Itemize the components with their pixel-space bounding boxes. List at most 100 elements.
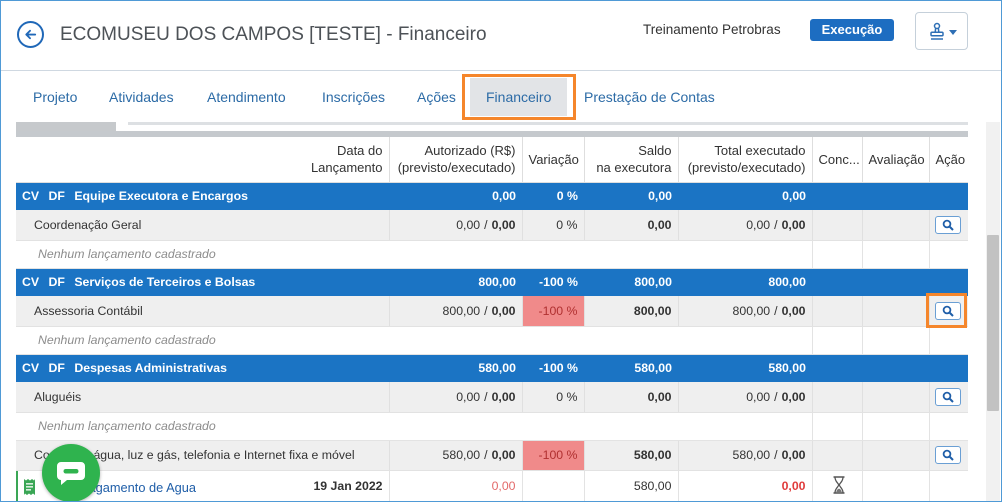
header-authorized: Autorizado (R$) (previsto/executado) xyxy=(389,137,523,183)
group-total: 580,00 xyxy=(678,354,812,382)
item-total: 0,00/0,00 xyxy=(678,382,813,413)
group-label-cell: CV DF Serviços de Terceiros e Bolsas xyxy=(16,268,389,296)
receipt-icon xyxy=(24,478,35,495)
item-name: Assessoria Contábil xyxy=(16,296,390,327)
group-authorized: 800,00 xyxy=(389,268,522,296)
group-evaluation xyxy=(862,182,929,210)
group-evaluation xyxy=(862,268,929,296)
header-total-line2: (previsto/executado) xyxy=(687,160,806,176)
header-authorized-line2: (previsto/executado) xyxy=(397,160,516,176)
header-evaluation: Avaliação xyxy=(862,137,930,183)
tab-atendimento[interactable]: Atendimento xyxy=(207,89,286,105)
search-button[interactable] xyxy=(934,301,961,320)
total-executed: 0,00 xyxy=(781,217,806,232)
chat-bubble-icon xyxy=(57,462,85,485)
tab-highlight-outline xyxy=(462,74,576,120)
item-evaluation xyxy=(862,382,930,413)
value-separator: / xyxy=(484,217,488,232)
back-button[interactable] xyxy=(17,21,44,48)
item-total: 800,00/0,00 xyxy=(678,296,813,327)
item-action xyxy=(929,296,968,327)
header-balance: Saldo na executora xyxy=(584,137,679,183)
item-row: Coordenação Geral 0,00/0,00 0 % 0,00 0,0… xyxy=(16,210,968,241)
item-action xyxy=(929,440,968,471)
search-icon xyxy=(942,219,954,231)
chat-widget-button[interactable] xyxy=(42,444,100,502)
tab-atividades[interactable]: Atividades xyxy=(109,89,174,105)
header-date: Data do Lançamento xyxy=(300,137,390,183)
arrow-left-icon xyxy=(25,29,37,40)
item-conc xyxy=(812,296,863,327)
tab-inscricoes[interactable]: Inscrições xyxy=(322,89,386,105)
item-total: 580,00/0,00 xyxy=(678,440,813,471)
total-planned: 580,00 xyxy=(732,448,771,462)
financial-table-container: Data do Lançamento Autorizado (R$) (previs… xyxy=(16,137,968,502)
empty-row: Nenhum lançamento cadastrado xyxy=(16,326,968,355)
empty-evaluation xyxy=(862,240,930,269)
search-button-highlight-outline xyxy=(926,293,967,328)
entry-name-wrapper: Pagamento de Agua xyxy=(16,470,300,502)
tab-acoes[interactable]: Ações xyxy=(417,89,456,105)
group-name: Serviços de Terceiros e Bolsas xyxy=(74,275,256,290)
group-row: CV DF Equipe Executora e Encargos 0,00 0… xyxy=(16,182,968,210)
search-button[interactable] xyxy=(934,446,961,464)
tab-projeto[interactable]: Projeto xyxy=(33,89,78,105)
item-evaluation xyxy=(862,296,930,327)
authorized-planned: 800,00 xyxy=(442,303,481,318)
entry-authorized: 0,00 xyxy=(389,470,523,502)
tab-financeiro[interactable]: Financeiro xyxy=(486,89,552,105)
section-strip-line xyxy=(128,122,968,125)
empty-conc xyxy=(812,326,863,355)
value-separator: / xyxy=(774,448,778,462)
item-authorized: 800,00/0,00 xyxy=(389,296,523,327)
total-planned: 0,00 xyxy=(746,217,771,232)
value-separator: / xyxy=(774,303,778,318)
tab-prestacao-de-contas[interactable]: Prestação de Contas xyxy=(584,89,715,105)
header-total-line1: Total executado xyxy=(714,143,806,159)
authorized-executed: 0,00 xyxy=(491,217,516,232)
authorized-planned: 0,00 xyxy=(456,389,481,404)
group-tag-cv: CV xyxy=(22,189,40,204)
group-tag-cv: CV xyxy=(22,361,40,376)
group-balance: 800,00 xyxy=(584,268,678,296)
entry-link[interactable]: Pagamento de Agua xyxy=(80,479,196,495)
header-balance-line2: na executora xyxy=(596,160,672,176)
balance-value: 800,00 xyxy=(633,303,672,318)
balance-value: 0,00 xyxy=(647,217,672,232)
authorized-planned: 580,00 xyxy=(442,448,481,462)
header-date-line1: Data do xyxy=(336,143,383,159)
header-authorized-line1: Autorizado (R$) xyxy=(424,143,516,159)
item-balance: 0,00 xyxy=(584,382,679,413)
entry-date: 19 Jan 2022 xyxy=(300,470,390,502)
item-balance: 800,00 xyxy=(584,296,679,327)
authorized-executed: 0,00 xyxy=(491,448,516,462)
group-total: 800,00 xyxy=(678,268,812,296)
total-executed: 0,00 xyxy=(781,389,806,404)
group-variation: -100 % xyxy=(522,268,584,296)
empty-action xyxy=(929,326,968,355)
organization-name: Treinamento Petrobras xyxy=(643,22,781,37)
group-action xyxy=(929,182,968,210)
header-balance-line1: Saldo xyxy=(638,143,672,159)
balance-value: 580,00 xyxy=(633,448,672,462)
search-button[interactable] xyxy=(934,215,961,234)
header-variation: Variação xyxy=(522,137,585,183)
item-row: Contas de água, luz e gás, telefonia e I… xyxy=(16,440,968,471)
group-conc xyxy=(812,268,862,296)
empty-message: Nenhum lançamento cadastrado xyxy=(16,412,813,441)
entry-balance: 580,00 xyxy=(584,470,679,502)
actions-menu-button[interactable] xyxy=(915,12,968,50)
table-top-border xyxy=(16,131,968,137)
entry-marker xyxy=(16,470,18,502)
value-separator: / xyxy=(774,217,778,232)
item-evaluation xyxy=(862,210,930,241)
search-button[interactable] xyxy=(934,387,961,406)
hourglass-icon xyxy=(833,476,844,494)
authorized-executed: 0,00 xyxy=(491,389,516,404)
scrollbar-thumb[interactable] xyxy=(987,235,999,411)
group-conc xyxy=(812,354,862,382)
item-action xyxy=(929,210,968,241)
status-badge: Execução xyxy=(810,19,894,41)
caret-down-icon xyxy=(949,30,957,35)
value-separator: / xyxy=(484,389,488,404)
